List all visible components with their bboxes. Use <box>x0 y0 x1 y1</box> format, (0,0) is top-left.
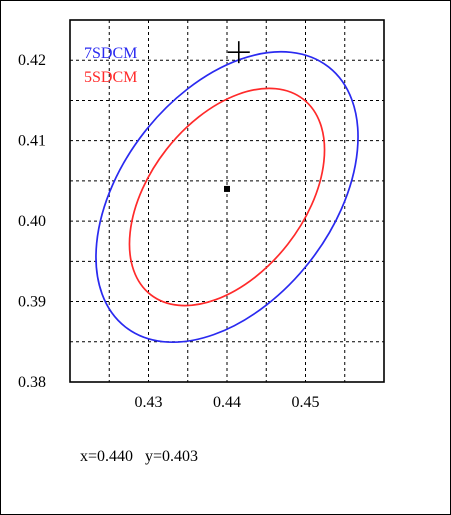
y-tick-label: 0.41 <box>18 133 46 150</box>
grid-lines <box>69 19 385 383</box>
y-tick-label: 0.40 <box>18 213 46 230</box>
x-tick-label: 0.44 <box>213 394 241 411</box>
y-readout: y=0.403 <box>145 448 199 465</box>
legend-5sdcm: 5SDCM <box>84 69 137 86</box>
center-point <box>224 185 230 192</box>
5sdcm-ellipse <box>128 87 326 307</box>
x-tick-label: 0.43 <box>135 394 163 411</box>
markers <box>224 41 250 192</box>
y-tick-label: 0.39 <box>18 294 46 311</box>
y-tick-label: 0.38 <box>18 374 46 391</box>
7sdcm-ellipse <box>95 50 359 344</box>
ellipses <box>95 50 359 344</box>
tick-labels: 0.38 0.39 0.40 0.41 0.42 0.43 0.44 0.45 <box>18 52 320 411</box>
x-tick-label: 0.45 <box>292 394 320 411</box>
x-readout: x=0.440 <box>80 448 134 465</box>
y-tick-label: 0.42 <box>18 52 46 69</box>
coordinate-readout: x=0.440 y=0.403 <box>80 448 198 466</box>
legend-7sdcm: 7SDCM <box>84 45 137 62</box>
